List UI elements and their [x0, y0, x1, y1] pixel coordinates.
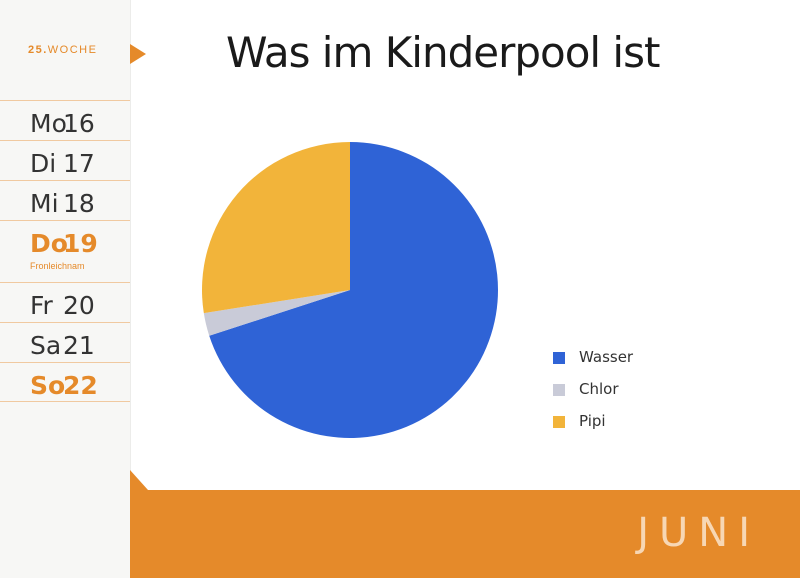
legend-label: Chlor — [579, 380, 619, 398]
day-name: So — [30, 371, 66, 400]
day-number: 19 — [63, 229, 98, 258]
month-label: JUNI — [637, 510, 760, 556]
day-number: 16 — [63, 109, 95, 138]
day-name: Do — [30, 229, 68, 258]
legend-label: Pipi — [579, 412, 606, 430]
day-name: Di — [30, 149, 57, 178]
band-notch — [130, 470, 148, 490]
pie-chart — [202, 142, 498, 438]
day-name: Mi — [30, 189, 59, 218]
holiday-note: Fronleichnam — [30, 261, 85, 271]
week-number: 25. — [28, 44, 48, 56]
day-row-mo: Mo 16 — [0, 100, 130, 140]
pie-slice-chlor — [203, 290, 350, 336]
week-label: 25.WOCHE — [28, 44, 97, 56]
legend-swatch — [553, 352, 565, 364]
month-band: JUNI — [130, 490, 800, 578]
day-list: Mo 16 Di 17 Mi 18 Do 19 Fronleichnam Fr … — [0, 100, 130, 402]
day-row-mi: Mi 18 — [0, 180, 130, 220]
day-number: 17 — [63, 149, 95, 178]
week-sidebar: 25.WOCHE Mo 16 Di 17 Mi 18 Do 19 Fronlei… — [0, 0, 131, 578]
day-row-so: So 22 — [0, 362, 130, 402]
day-name: Mo — [30, 109, 67, 138]
day-name: Fr — [30, 291, 53, 320]
page-title: Was im Kinderpool ist — [226, 28, 660, 77]
day-number: 22 — [63, 371, 98, 400]
week-arrow-marker — [130, 44, 146, 64]
week-word: WOCHE — [47, 44, 98, 56]
day-row-fr: Fr 20 — [0, 282, 130, 322]
day-row-sa: Sa 21 — [0, 322, 130, 362]
day-number: 21 — [63, 331, 95, 360]
legend-swatch — [553, 384, 565, 396]
pie-slice-pipi — [202, 142, 350, 314]
legend-swatch — [553, 416, 565, 428]
day-number: 18 — [63, 189, 95, 218]
legend-label: Wasser — [579, 348, 634, 366]
day-name: Sa — [30, 331, 62, 360]
pie-slice-wasser — [209, 142, 498, 438]
day-row-di: Di 17 — [0, 140, 130, 180]
day-row-do: Do 19 Fronleichnam — [0, 220, 130, 282]
day-number: 20 — [63, 291, 95, 320]
